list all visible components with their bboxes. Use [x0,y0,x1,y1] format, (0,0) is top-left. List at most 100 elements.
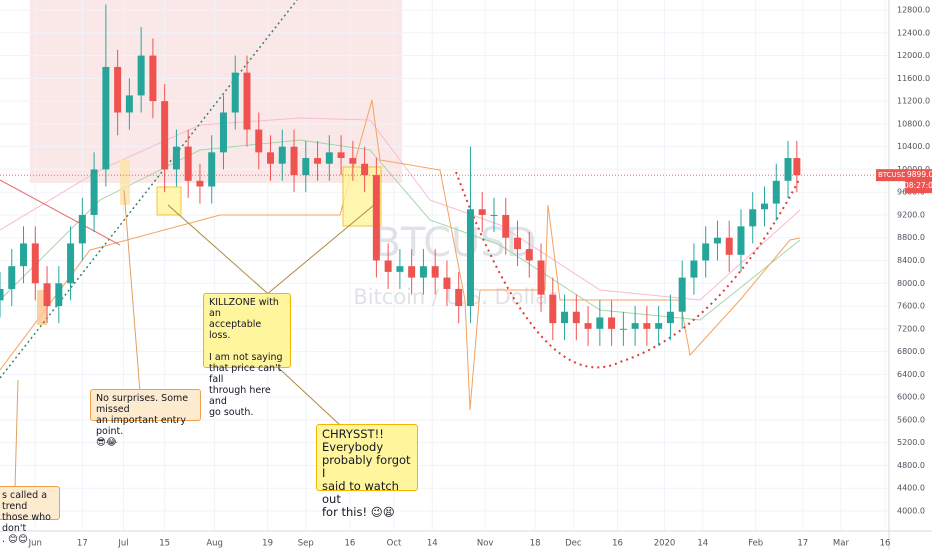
candle-body [525,249,533,261]
candle-body [184,146,192,181]
price-tag-label: 9899.0 [907,170,932,179]
candle-body [561,311,569,324]
candle-body [149,55,157,102]
candle-body [102,66,110,170]
candles [0,4,801,346]
x-tick-label: 18 [530,539,541,549]
candle-body [631,323,639,329]
price-tag [905,169,932,194]
y-tick-label: 12800.0 [897,6,930,15]
zone [120,160,130,205]
y-tick-label: 6400.0 [897,370,925,379]
y-tick-label: 7600.0 [897,302,925,311]
candle-body [384,260,392,272]
y-tick-label: 10800.0 [897,119,930,128]
y-tick-label: 6000.0 [897,393,925,402]
x-tick-label: 17 [797,539,808,549]
candle-body [396,266,404,272]
candle-body [302,158,310,176]
candle-body [690,260,698,278]
background-layer [30,0,402,183]
connector [269,359,341,426]
y-tick-label: 12000.0 [897,51,930,60]
candle-body [114,66,122,113]
candle-body [20,243,28,267]
connector [259,199,381,301]
candle-body [666,311,674,324]
annotation: No surprises. Some missed an important e… [90,389,201,448]
candle-body [478,209,486,215]
candle-body [8,266,16,289]
candle-body [466,209,474,307]
candle-body [337,152,345,159]
y-tick-label: 8800.0 [897,233,925,242]
x-tick-label: Nov [477,539,494,549]
candle-body [572,311,580,324]
x-tick-label: 16 [880,539,891,549]
annotation: s called a trend those who don't . 😊😊 [0,486,60,545]
x-tick-label: 16 [612,539,623,549]
candle-body [596,317,604,329]
candle-body [325,152,333,164]
connector [123,189,141,393]
candle-body [737,226,745,255]
x-tick-label: Aug [206,539,223,549]
x-tick-label: 16 [344,539,355,549]
symbol-tag-label: BTCUSD [878,171,907,179]
candle-body [290,146,298,176]
candle-body [314,158,322,164]
connector [167,204,276,301]
x-tick-label: Feb [748,539,763,549]
candle-body [678,277,686,312]
x-tick-label: Dec [565,539,582,549]
candle-body [537,260,545,295]
candle-body [549,294,557,324]
countdown-label: 08:27:08 [904,181,932,190]
candle-body [655,323,663,329]
range-zone [30,0,402,183]
watermark-symbol: BTCUSD [374,220,537,266]
candle-body [31,243,39,284]
y-tick-label: 10400.0 [897,142,930,151]
candle-body [408,266,416,278]
ribbon [0,117,801,301]
candle-body [55,283,63,307]
y-tick-label: 11200.0 [897,97,930,106]
candle-body [125,95,133,113]
y-tick-label: 8400.0 [897,256,925,265]
x-tick-label: 14 [427,539,438,549]
candle-body [643,323,651,329]
zone [156,186,182,216]
connector [0,179,121,246]
y-tick-label: 5200.0 [897,438,925,447]
candle-body [243,72,251,130]
candle-body [208,152,216,187]
candle-body [608,317,616,329]
candle-body [278,146,286,164]
x-tick-label: Jul [117,539,128,549]
x-tick-label: 14 [697,539,708,549]
watermark-layer: BTCUSD Bitcoin / U.S. Dollar [353,220,557,309]
channel-line [0,99,801,411]
candle-body [502,214,510,238]
y-tick-label: 5600.0 [897,415,925,424]
x-tick-label: Mar [833,539,850,549]
candle-body [219,112,227,153]
candle-body [793,158,801,176]
candle-body [255,129,263,153]
cup-curve [455,171,801,369]
candle-body [713,237,721,244]
annotation: CHRYSST!! Everybody probably forgot I sa… [316,424,418,519]
watermark-name: Bitcoin / U.S. Dollar [353,285,557,309]
x-tick-label: Sep [298,539,314,549]
candle-body [619,328,627,330]
candle-body [514,237,522,250]
y-tick-label: 12400.0 [897,28,930,37]
x-tick-label: 19 [262,539,273,549]
trend-line [0,0,298,379]
candle-body [784,158,792,181]
candle-body [137,55,145,96]
